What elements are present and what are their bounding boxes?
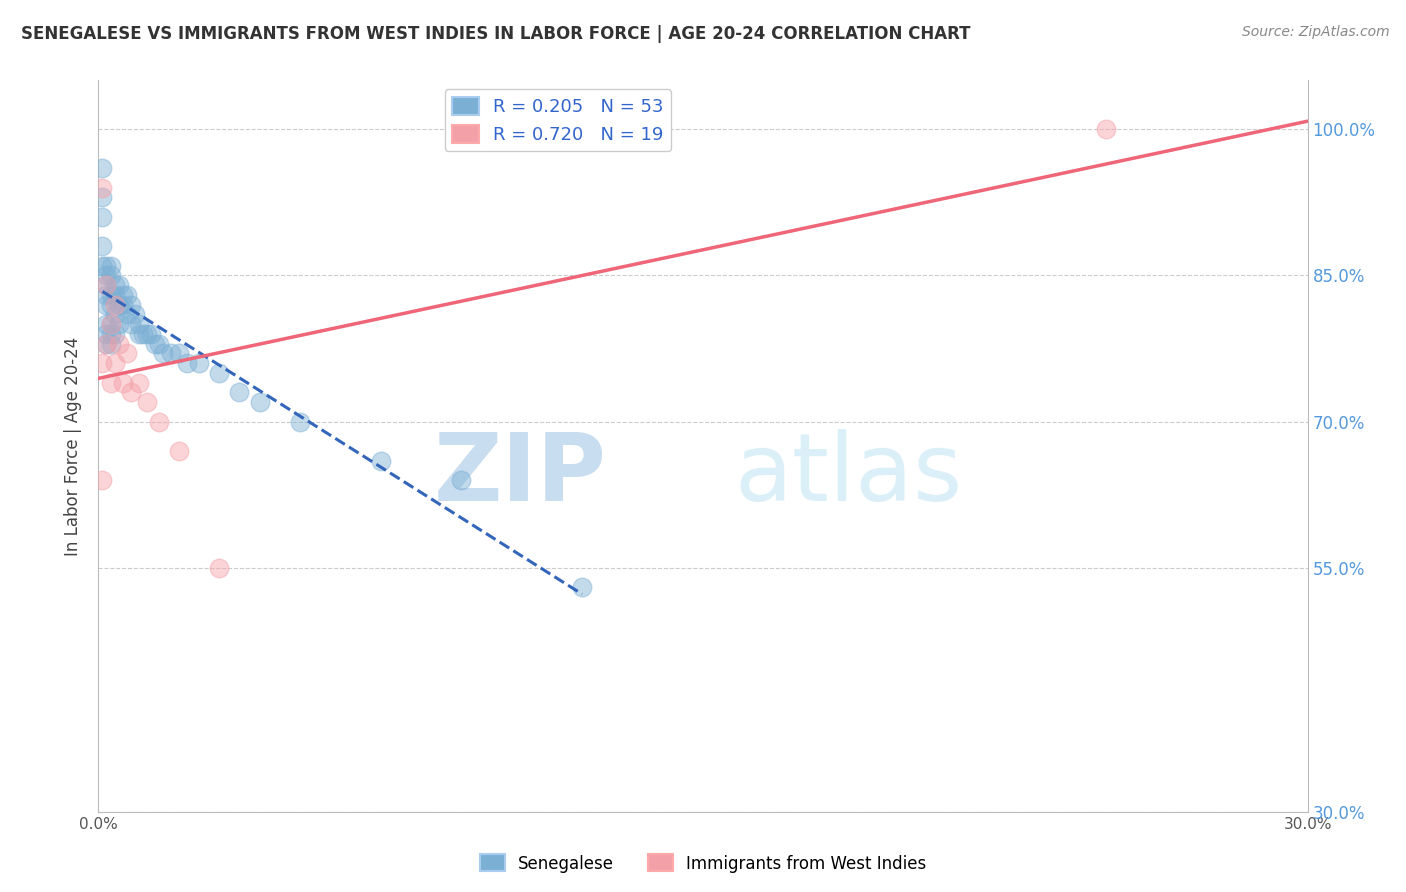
Point	[103, 297, 125, 311]
Text: Source: ZipAtlas.com: Source: ZipAtlas.com	[1241, 25, 1389, 39]
Point	[100, 376, 122, 390]
Point	[91, 473, 114, 487]
Point	[107, 336, 129, 351]
Point	[128, 376, 150, 390]
Point	[103, 307, 125, 321]
Point	[103, 278, 125, 293]
Point	[152, 346, 174, 360]
Point	[107, 317, 129, 331]
Point	[115, 307, 138, 321]
Point	[103, 288, 125, 302]
Point	[91, 161, 114, 175]
Point	[370, 453, 392, 467]
Point	[1095, 122, 1118, 136]
Text: SENEGALESE VS IMMIGRANTS FROM WEST INDIES IN LABOR FORCE | AGE 20-24 CORRELATION: SENEGALESE VS IMMIGRANTS FROM WEST INDIE…	[21, 25, 970, 43]
Legend: Senegalese, Immigrants from West Indies: Senegalese, Immigrants from West Indies	[474, 847, 932, 880]
Point	[111, 297, 134, 311]
Point	[208, 561, 231, 575]
Point	[128, 326, 150, 341]
Y-axis label: In Labor Force | Age 20-24: In Labor Force | Age 20-24	[65, 336, 83, 556]
Point	[128, 317, 150, 331]
Point	[96, 326, 118, 341]
Point	[228, 385, 250, 400]
Point	[96, 278, 118, 293]
Point	[132, 326, 155, 341]
Point	[91, 259, 114, 273]
Point	[107, 278, 129, 293]
Text: atlas: atlas	[734, 429, 962, 521]
Point	[167, 346, 190, 360]
Point	[143, 336, 166, 351]
Point	[96, 336, 118, 351]
Point	[91, 210, 114, 224]
Point	[91, 356, 114, 370]
Point	[148, 415, 170, 429]
Point	[288, 415, 311, 429]
Point	[111, 288, 134, 302]
Text: ZIP: ZIP	[433, 429, 606, 521]
Point	[96, 317, 118, 331]
Point	[167, 443, 190, 458]
Point	[96, 259, 118, 273]
Point	[120, 385, 142, 400]
Point	[103, 356, 125, 370]
Point	[91, 190, 114, 204]
Point	[96, 336, 118, 351]
Point	[135, 395, 157, 409]
Point	[100, 288, 122, 302]
Point	[176, 356, 198, 370]
Point	[100, 259, 122, 273]
Point	[111, 376, 134, 390]
Point	[107, 297, 129, 311]
Point	[96, 297, 118, 311]
Point	[96, 288, 118, 302]
Point	[124, 307, 146, 321]
Point	[115, 288, 138, 302]
Point	[91, 239, 114, 253]
Point	[91, 180, 114, 194]
Point	[571, 581, 593, 595]
Point	[450, 473, 472, 487]
Point	[103, 326, 125, 341]
Point	[120, 317, 142, 331]
Point	[100, 268, 122, 283]
Point	[148, 336, 170, 351]
Point	[96, 268, 118, 283]
Point	[100, 326, 122, 341]
Point	[249, 395, 271, 409]
Point	[160, 346, 183, 360]
Point	[188, 356, 211, 370]
Point	[120, 297, 142, 311]
Point	[100, 317, 122, 331]
Point	[208, 366, 231, 380]
Point	[100, 297, 122, 311]
Point	[100, 317, 122, 331]
Point	[135, 326, 157, 341]
Point	[100, 336, 122, 351]
Point	[139, 326, 162, 341]
Point	[96, 278, 118, 293]
Point	[115, 346, 138, 360]
Legend: R = 0.205   N = 53, R = 0.720   N = 19: R = 0.205 N = 53, R = 0.720 N = 19	[444, 89, 671, 152]
